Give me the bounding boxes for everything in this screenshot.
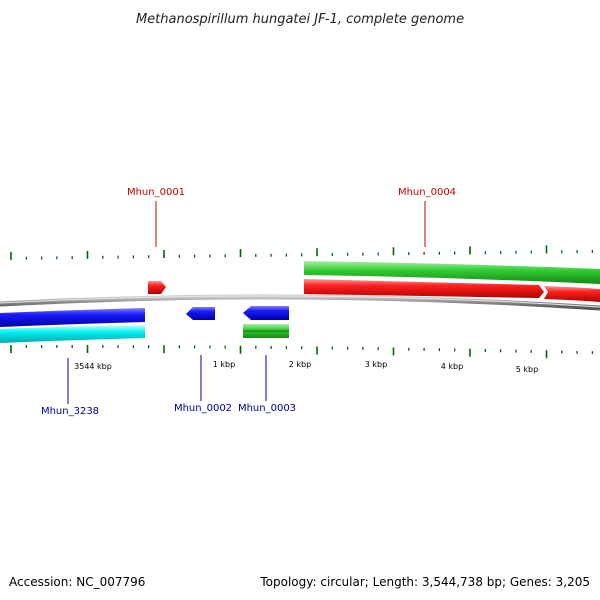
tick-label: 3544 kbp [74, 362, 112, 371]
gene-label-mhun-0003[interactable]: Mhun_0003 [238, 403, 296, 414]
cds-arrow-mhun-0004[interactable] [304, 279, 544, 298]
cds-arrow-next[interactable] [544, 286, 600, 302]
genome-backbone [0, 294, 600, 311]
gene-label-mhun-3238[interactable]: Mhun_3238 [41, 406, 99, 417]
tick-label: 4 kbp [441, 362, 463, 371]
gene-label-mhun-0001[interactable]: Mhun_0001 [127, 187, 185, 198]
gene-bar-mhun-3238[interactable] [0, 325, 145, 343]
tick-labels: 3544 kbp 1 kbp 2 kbp 3 kbp 4 kbp 5 kbp [74, 360, 538, 374]
tick-marks-top [10, 245, 594, 260]
genome-summary-text: Topology: circular; Length: 3,544,738 bp… [259, 575, 590, 589]
cds-arrow-mhun-0002[interactable] [186, 307, 215, 320]
page-title: Methanospirillum hungatei JF-1, complete… [136, 12, 464, 27]
tick-label: 1 kbp [213, 360, 235, 369]
accession-text: Accession: NC_007796 [9, 575, 145, 589]
cds-arrow-mhun-3238[interactable] [0, 308, 145, 327]
gene-bar-mhun-0004[interactable] [304, 261, 600, 284]
tick-label: 2 kbp [289, 360, 311, 369]
tick-label: 3 kbp [365, 360, 387, 369]
tick-label: 5 kbp [516, 365, 538, 374]
gene-label-mhun-0002[interactable]: Mhun_0002 [174, 403, 232, 414]
cds-arrow-mhun-0003[interactable] [243, 306, 289, 320]
cds-arrow-mhun-0001[interactable] [148, 281, 166, 294]
tick-marks-bottom [10, 345, 594, 359]
gene-label-mhun-0004[interactable]: Mhun_0004 [398, 187, 456, 198]
